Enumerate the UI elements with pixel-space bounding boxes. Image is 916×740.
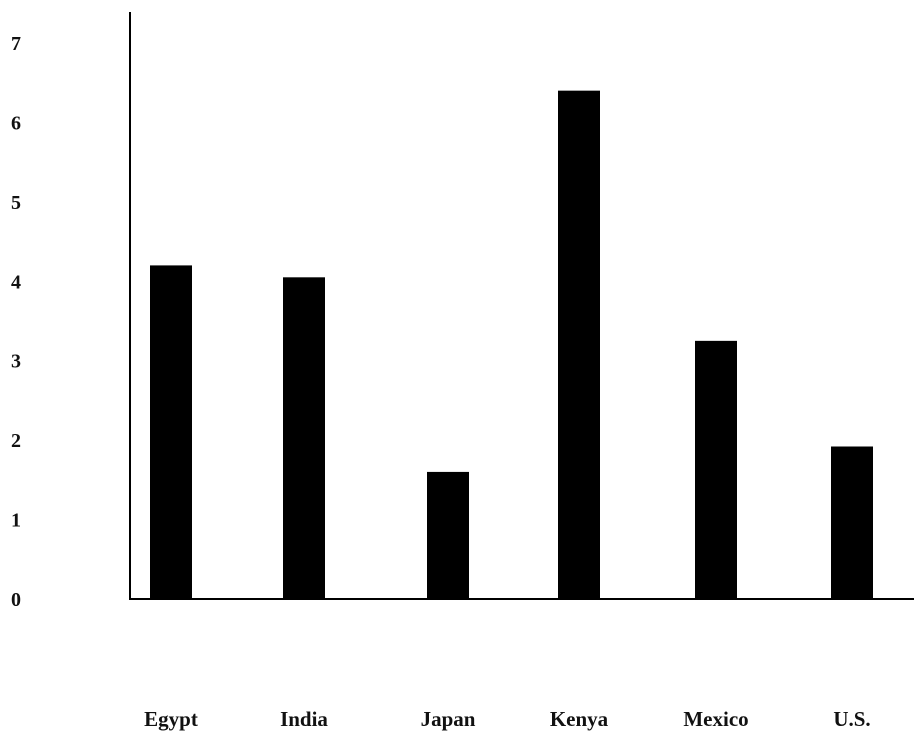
y-tick-label-7: 7 — [11, 33, 21, 55]
y-tick-label-4: 4 — [11, 271, 21, 293]
x-category-label-india: India — [280, 707, 328, 731]
x-category-label-egypt: Egypt — [144, 707, 198, 731]
y-tick-label-2: 2 — [11, 430, 21, 452]
y-tick-label-0: 0 — [11, 589, 21, 611]
bar-japan — [427, 471, 469, 599]
x-category-labels: Egypt India Japan Kenya Mexico U.S. — [144, 707, 871, 731]
x-category-label-kenya: Kenya — [550, 707, 609, 731]
y-tick-label-6: 6 — [11, 112, 21, 134]
bar-egypt — [150, 265, 192, 599]
axes-layer — [129, 12, 914, 600]
y-tick-label-5: 5 — [11, 192, 21, 214]
y-tick-label-1: 1 — [11, 510, 21, 532]
bars-layer — [150, 90, 873, 600]
y-tick-labels: 0 1 2 3 4 5 6 7 — [11, 33, 21, 611]
x-category-label-mexico: Mexico — [683, 707, 748, 731]
bar-india — [283, 277, 325, 599]
bar-kenya — [558, 90, 600, 600]
bar-mexico — [695, 340, 737, 599]
x-category-label-u-s: U.S. — [833, 707, 870, 731]
bar-u-s — [831, 446, 873, 599]
y-tick-label-3: 3 — [11, 351, 21, 373]
x-category-label-japan: Japan — [421, 707, 476, 731]
